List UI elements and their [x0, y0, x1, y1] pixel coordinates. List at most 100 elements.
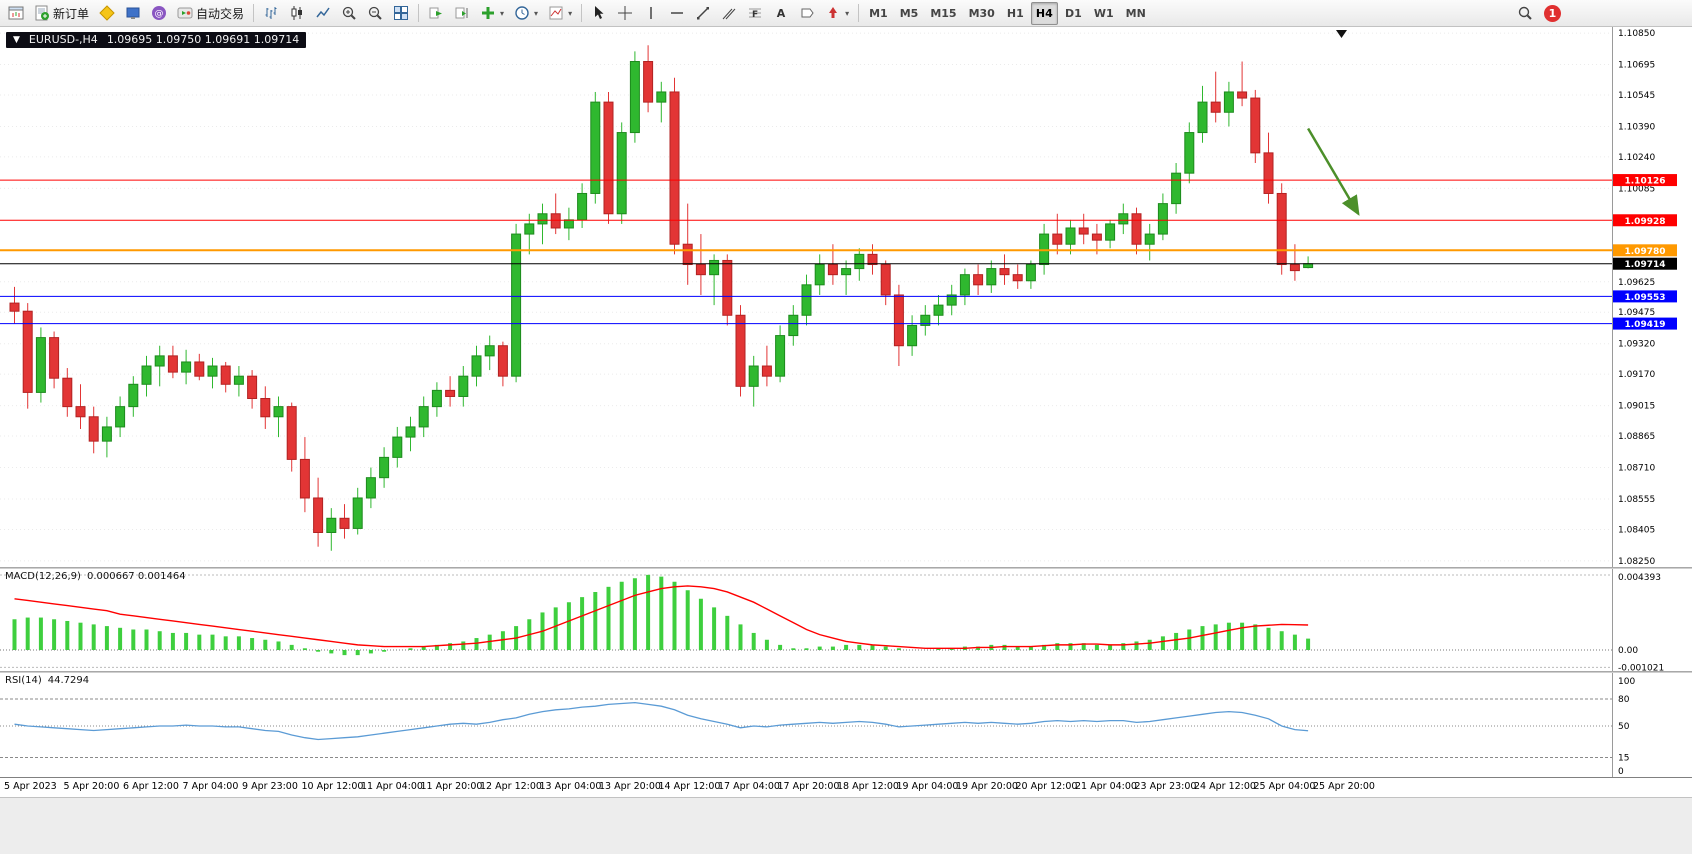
pane-splitter[interactable] [0, 567, 1692, 569]
metaeditor-button[interactable] [95, 2, 119, 25]
svg-text:1.10850: 1.10850 [1618, 29, 1655, 39]
search-button[interactable] [1513, 2, 1537, 25]
one-click-trading-toggle[interactable]: ▼ [13, 35, 20, 45]
svg-text:1.08865: 1.08865 [1618, 432, 1655, 442]
add-indicator-button[interactable]: ▾ [476, 2, 508, 25]
price-line-1.09553[interactable]: 1.09553 [0, 290, 1677, 303]
templates-icon [549, 6, 563, 20]
timeframe-m5[interactable]: M5 [895, 2, 924, 25]
arrows-icon [829, 7, 838, 18]
chart-shift-marker[interactable] [1336, 30, 1347, 38]
price-line-1.09780[interactable]: 1.09780 [0, 244, 1677, 257]
time-axis-label: 5 Apr 2023 [4, 781, 57, 792]
rsi-pane[interactable]: 100 80 50 15 0 RSI(14) 44.7294 [0, 673, 1692, 777]
time-axis[interactable]: 5 Apr 2023 5 Apr 20:00 6 Apr 12:00 7 Apr 04… [0, 777, 1692, 797]
svg-text:50: 50 [1618, 722, 1630, 732]
time-axis-label: 25 Apr 04:00 [1253, 781, 1316, 792]
candlestick-mode-button[interactable] [285, 2, 309, 25]
cursor-tool-button[interactable] [587, 2, 611, 25]
timeframe-m1[interactable]: M1 [864, 2, 893, 25]
autoscroll-button[interactable] [424, 2, 448, 25]
timeframe-d1[interactable]: D1 [1060, 2, 1087, 25]
text-tool-button[interactable]: A [769, 2, 793, 25]
new-order-button[interactable]: 新订单 [30, 2, 93, 25]
svg-text:0: 0 [1618, 767, 1624, 777]
trendline-tool-button[interactable] [691, 2, 715, 25]
templates-button[interactable]: ▾ [544, 2, 576, 25]
svg-text:1.10240: 1.10240 [1618, 153, 1655, 163]
timeframe-w1[interactable]: W1 [1089, 2, 1119, 25]
rsi-canvas[interactable]: 100 80 50 15 0 [0, 673, 1692, 777]
svg-text:1.10085: 1.10085 [1618, 184, 1655, 194]
timeframe-m30[interactable]: M30 [964, 2, 1000, 25]
svg-text:1.09553: 1.09553 [1625, 293, 1666, 303]
price-line-1.09714[interactable]: 1.09714 [0, 257, 1677, 271]
autotrading-icon [177, 7, 193, 19]
time-axis-label: 17 Apr 04:00 [718, 781, 780, 792]
svg-text:1.10390: 1.10390 [1618, 122, 1655, 132]
new-chart-icon [8, 6, 24, 20]
dropdown-caret-icon: ▾ [568, 8, 573, 18]
time-axis-label: 12 Apr 12:00 [480, 781, 542, 792]
macd-canvas[interactable]: 0.004393 0.00 -0.001021 [0, 569, 1692, 671]
community-icon: @ [152, 6, 167, 20]
svg-text:1.10545: 1.10545 [1618, 91, 1655, 101]
zoom-in-button[interactable] [337, 2, 361, 25]
timeframe-h1[interactable]: H1 [1002, 2, 1029, 25]
zoom-out-icon [368, 6, 382, 20]
arrow-annotation[interactable] [1307, 127, 1360, 216]
text-label-tool-button[interactable] [795, 2, 819, 25]
time-axis-label: 11 Apr 04:00 [361, 781, 423, 792]
price-line-1.09419[interactable]: 1.09419 [0, 317, 1677, 331]
price-line-1.09928[interactable]: 1.09928 [0, 214, 1677, 227]
price-line-1.10126[interactable]: 1.10126 [0, 174, 1677, 187]
dropdown-caret-icon: ▾ [500, 8, 505, 18]
new-order-label: 新订单 [53, 6, 90, 21]
time-axis-label: 17 Apr 20:00 [777, 781, 840, 792]
main-chart-canvas[interactable]: 1.10850 1.10695 1.10545 1.10390 1.10240 1.100… [0, 27, 1692, 567]
time-axis-label: 13 Apr 04:00 [539, 781, 602, 792]
trendline-icon [697, 7, 710, 20]
svg-text:1.09320: 1.09320 [1618, 340, 1655, 350]
timeframe-h4[interactable]: H4 [1030, 1, 1058, 25]
tile-windows-button[interactable] [389, 2, 413, 25]
svg-text:0.004393: 0.004393 [1618, 573, 1661, 583]
time-axis-label: 19 Apr 04:00 [896, 781, 959, 792]
svg-text:1.08710: 1.08710 [1618, 464, 1655, 474]
macd-pane[interactable]: 0.004393 0.00 -0.001021 MACD(12,26,9) 0.00… [0, 569, 1692, 671]
publish-chart-button[interactable] [121, 2, 145, 25]
timeframe-m15[interactable]: M15 [925, 2, 961, 25]
arrows-tool-button[interactable]: ▾ [821, 2, 853, 25]
chart-shift-button[interactable] [450, 2, 474, 25]
pane-splitter[interactable] [0, 671, 1692, 673]
vertical-line-icon [650, 7, 652, 19]
time-axis-label: 25 Apr 20:00 [1313, 781, 1375, 792]
fibonacci-tool-button[interactable]: F [743, 2, 767, 25]
svg-text:1.08250: 1.08250 [1618, 557, 1655, 567]
timeframe-mn[interactable]: MN [1121, 2, 1151, 25]
notification-badge[interactable]: 1 [1544, 4, 1561, 22]
rsi-label: RSI(14) 44.7294 [5, 675, 89, 686]
autotrading-label: 自动交易 [196, 6, 245, 21]
zoom-out-button[interactable] [363, 2, 387, 25]
community-button[interactable]: @ [147, 2, 171, 25]
crosshair-icon [618, 6, 633, 20]
periods-clock-icon [515, 6, 529, 20]
vertical-line-tool-button[interactable] [639, 2, 663, 25]
time-axis-label: 18 Apr 12:00 [837, 781, 899, 792]
time-axis-label: 14 Apr 12:00 [658, 781, 721, 792]
new-chart-button[interactable] [4, 2, 28, 25]
periods-button[interactable]: ▾ [510, 2, 542, 25]
main-chart-pane[interactable]: 1.10850 1.10695 1.10545 1.10390 1.10240 1.100… [0, 27, 1692, 567]
svg-text:1.09419: 1.09419 [1625, 320, 1666, 330]
line-chart-mode-button[interactable] [311, 2, 335, 25]
cursor-icon [595, 6, 604, 19]
autotrading-button[interactable]: 自动交易 [173, 2, 248, 25]
dropdown-caret-icon: ▾ [534, 8, 539, 18]
bar-chart-mode-button[interactable] [259, 2, 283, 25]
crosshair-tool-button[interactable] [613, 2, 637, 25]
text-label-icon [801, 8, 814, 18]
svg-text:1.10126: 1.10126 [1625, 177, 1666, 187]
horizontal-line-tool-button[interactable] [665, 2, 689, 25]
channel-tool-button[interactable] [717, 2, 741, 25]
